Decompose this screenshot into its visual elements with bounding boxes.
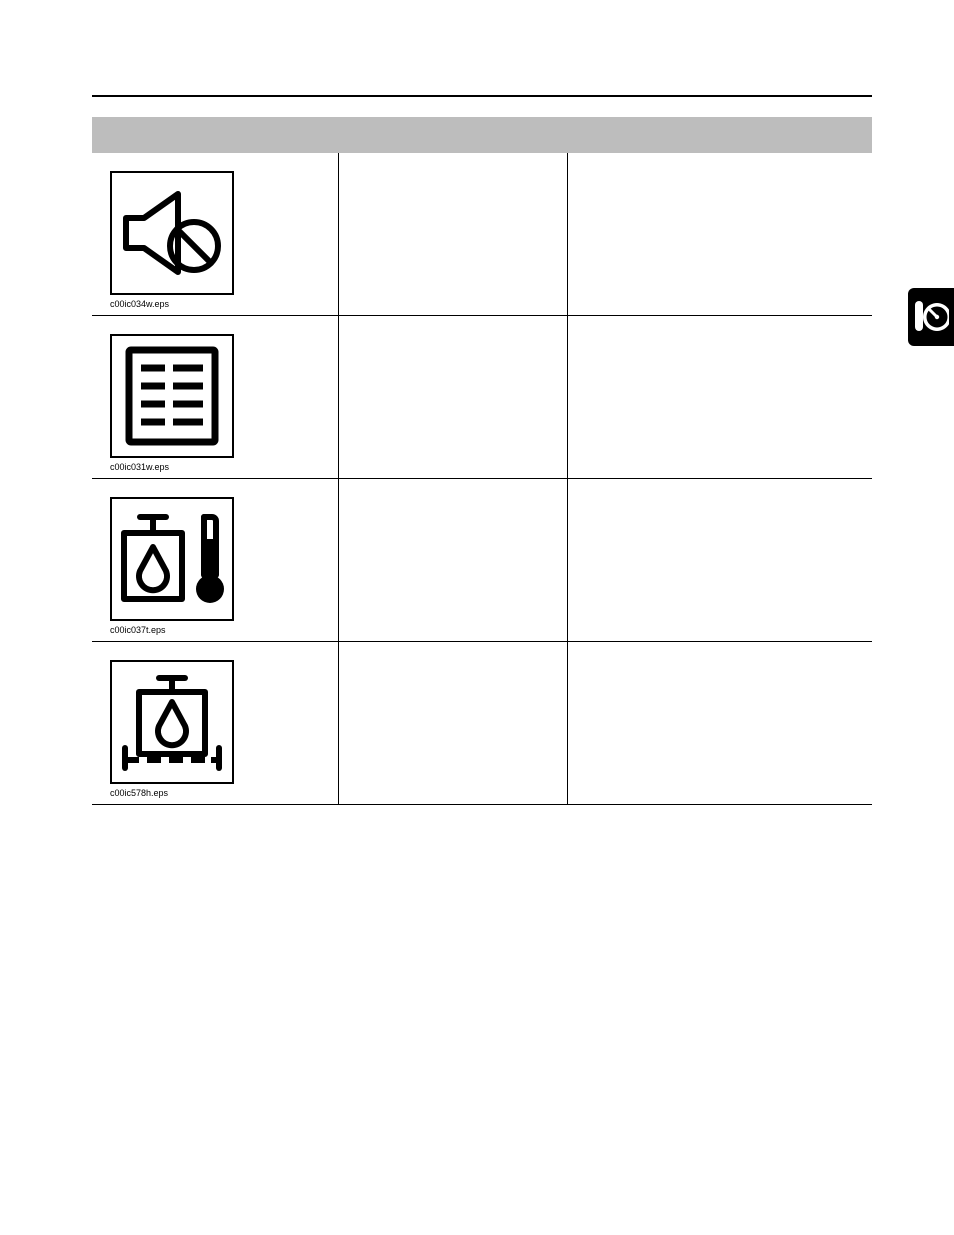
action-cell [568, 316, 872, 478]
table-row: c00ic578h.eps [92, 642, 872, 805]
fluid-temperature-icon [110, 497, 234, 621]
table-row: c00ic034w.eps [92, 153, 872, 316]
icon-caption: c00ic037t.eps [110, 625, 328, 635]
icon-caption: c00ic034w.eps [110, 299, 328, 309]
table-header-col1 [92, 117, 339, 153]
icon-caption: c00ic031w.eps [110, 462, 328, 472]
list-lines-icon [110, 334, 234, 458]
icon-cell: c00ic031w.eps [92, 316, 339, 478]
table-header-col2 [339, 117, 568, 153]
fluid-level-gauge-icon [110, 660, 234, 784]
desc-cell [339, 316, 568, 478]
icon-cell: c00ic034w.eps [92, 153, 339, 315]
section-tab-diagnostics-icon [908, 288, 954, 346]
desc-cell [339, 153, 568, 315]
table-header-row [92, 117, 872, 153]
table-header-col3 [568, 117, 872, 153]
page: c00ic034w.eps [0, 0, 954, 1235]
icon-caption: c00ic578h.eps [110, 788, 328, 798]
content-area: c00ic034w.eps [92, 95, 872, 805]
action-cell [568, 479, 872, 641]
icon-cell: c00ic578h.eps [92, 642, 339, 804]
table-row: c00ic037t.eps [92, 479, 872, 642]
speaker-mute-icon [110, 171, 234, 295]
desc-cell [339, 642, 568, 804]
icon-cell: c00ic037t.eps [92, 479, 339, 641]
action-cell [568, 153, 872, 315]
section-top-rule [92, 95, 872, 97]
table-row: c00ic031w.eps [92, 316, 872, 479]
desc-cell [339, 479, 568, 641]
action-cell [568, 642, 872, 804]
